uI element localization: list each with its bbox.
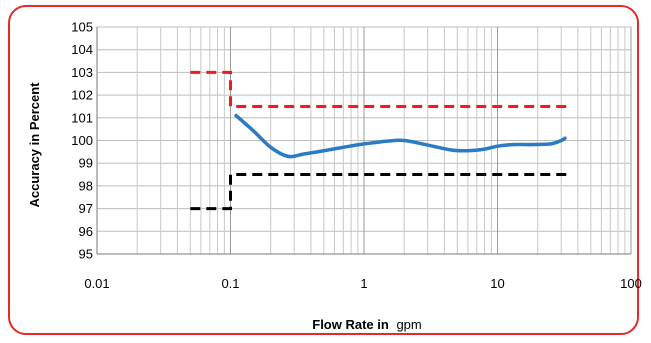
y-axis-title: Accuracy in Percent [27,82,42,208]
grid [96,26,632,255]
series-lower-limit-dashed [190,173,571,211]
y-tick-label: 102 [71,88,93,103]
y-tick-label: 101 [71,110,93,125]
y-tick-labels: 95 96 97 98 99 100 101 102 103 104 105 [71,20,93,262]
x-tick-label: 1 [360,276,367,291]
series-accuracy-curve [234,113,567,159]
series-upper-limit-dashed [190,70,571,108]
y-tick-label: 105 [71,20,93,35]
x-tick-label: 0.1 [221,276,239,291]
y-axis-title-text: Accuracy in Percent [27,82,42,208]
x-axis-title: Flow Rate in gpm [312,317,421,332]
y-tick-label: 103 [71,65,93,80]
y-tick-label: 96 [79,224,93,239]
x-tick-label: 0.01 [84,276,109,291]
y-tick-label: 99 [79,156,93,171]
y-tick-label: 100 [71,133,93,148]
x-axis-title-unit: gpm [396,317,421,332]
x-tick-label: 100 [620,276,642,291]
y-tick-label: 98 [79,178,93,193]
x-tick-labels: 0.01 0.1 1 10 100 [84,276,642,291]
x-tick-label: 10 [490,276,504,291]
y-tick-label: 97 [79,201,93,216]
y-tick-label: 104 [71,42,93,57]
y-tick-label: 95 [79,247,93,262]
series-group [190,70,571,211]
x-axis-title-bold: Flow Rate in [312,317,389,332]
